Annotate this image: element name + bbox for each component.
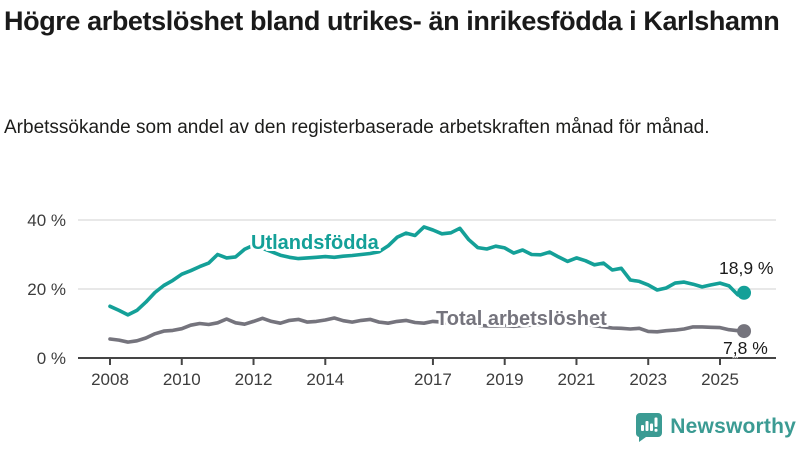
x-axis-tick-label: 2023 xyxy=(629,370,667,389)
x-axis-tick-label: 2021 xyxy=(558,370,596,389)
series-end-dot-utlandsfodda xyxy=(737,285,752,300)
y-axis-tick-label: 40 % xyxy=(27,211,66,230)
x-axis-tick-label: 2019 xyxy=(486,370,524,389)
newsworthy-logo: Newsworthy xyxy=(635,412,796,442)
x-axis-tick-label: 2008 xyxy=(91,370,129,389)
chart-subtitle: Arbetssökande som andel av den registerb… xyxy=(4,117,710,138)
series-line-total xyxy=(108,316,746,344)
x-axis-tick-label: 2010 xyxy=(163,370,201,389)
end-value-utlandsfodda: 18,9 % xyxy=(719,258,774,278)
line-chart: 0 % 20 % 40 % 2008 2010 2012 2014 2017 2019 2021 2… xyxy=(27,211,776,389)
x-axis-tick-label: 2017 xyxy=(414,370,452,389)
y-axis-tick-label: 0 % xyxy=(37,349,66,368)
end-value-total: 7,8 % xyxy=(723,338,768,358)
page-title: Högre arbetslöshet bland utrikes- än inr… xyxy=(4,6,780,36)
x-axis-tick-label: 2012 xyxy=(235,370,273,389)
series-end-dot-total xyxy=(737,324,752,339)
series-label-utlandsfodda: Utlandsfödda xyxy=(251,232,379,254)
newsworthy-wordmark: Newsworthy xyxy=(670,415,796,438)
series-label-total: Total arbetslöshet xyxy=(436,308,607,330)
series-line-utlandsfodda xyxy=(108,225,746,317)
x-axis-tick-label: 2014 xyxy=(306,370,344,389)
y-axis-tick-label: 20 % xyxy=(27,280,66,299)
newsworthy-bubble-chart-icon xyxy=(636,413,663,442)
x-axis-tick-label: 2025 xyxy=(701,370,739,389)
